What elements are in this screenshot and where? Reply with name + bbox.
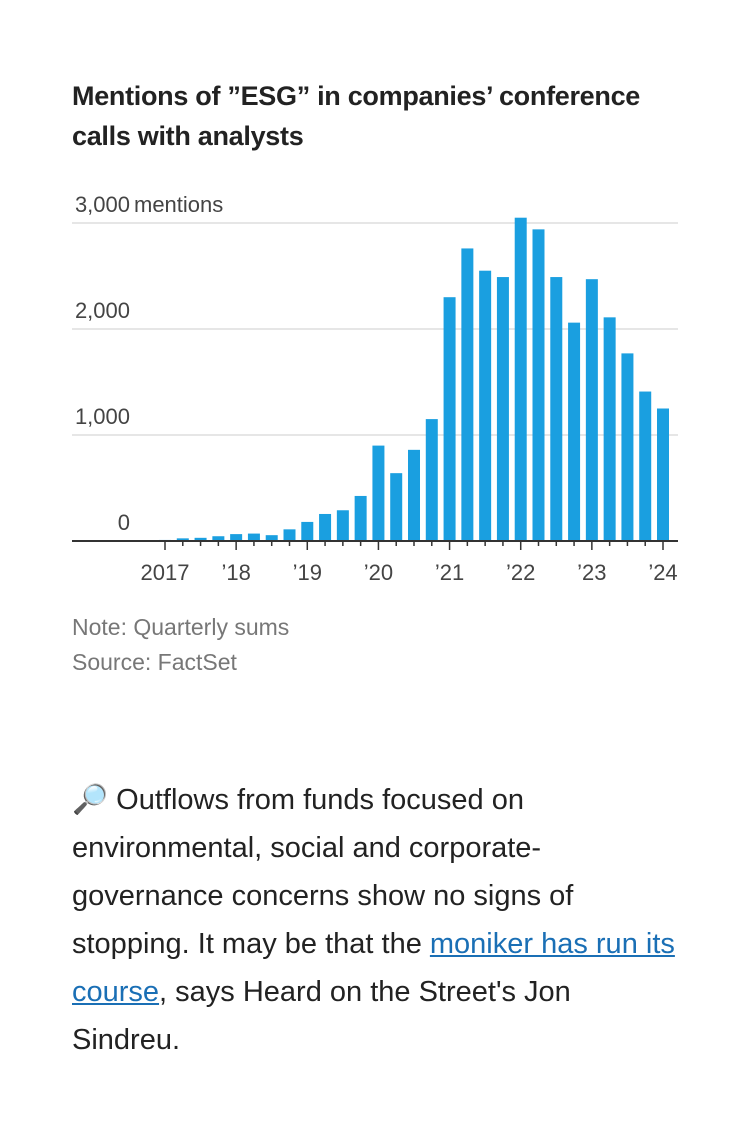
bar	[336, 510, 349, 541]
chart-title: Mentions of ”ESG” in companies’ conferen…	[72, 81, 641, 151]
bar	[247, 533, 260, 541]
x-tick-label: 2017	[141, 560, 190, 585]
y-tick-label: 0	[118, 510, 130, 535]
bar	[496, 277, 509, 541]
y-unit: mentions	[134, 192, 223, 217]
bar	[639, 391, 652, 541]
note: Note: Quarterly sums	[72, 614, 290, 640]
bar	[461, 248, 474, 541]
y-tick-label: 3,000	[75, 192, 130, 217]
text: 🔎 Outflows from funds focused on environ…	[72, 784, 574, 960]
x-tick-label: ’22	[506, 560, 535, 585]
bar	[568, 322, 581, 541]
x-tick-label: ’23	[577, 560, 606, 585]
x-tick-label: ’20	[364, 560, 393, 585]
x-tick-label: ’21	[435, 560, 464, 585]
chart: 0 1,000 2,000 3,000 mentions 2017 ’18 ’19 ’20 ’21…	[72, 192, 678, 585]
x-tick-label: ’18	[221, 560, 250, 585]
x-tick-label: ’24	[648, 560, 677, 585]
bar	[550, 277, 563, 541]
bar	[621, 353, 634, 541]
link[interactable]: moniker has run its course	[72, 928, 675, 1008]
bar	[212, 536, 225, 541]
bar	[425, 419, 438, 541]
bar	[408, 449, 420, 541]
bar	[603, 317, 616, 541]
bar	[283, 529, 296, 541]
y-tick-label: 1,000	[75, 404, 130, 429]
bar	[532, 229, 545, 542]
article-text: 🔎 Outflows from funds focused on environ…	[72, 776, 684, 1064]
bar	[514, 217, 527, 541]
bar	[354, 495, 367, 541]
bar	[390, 473, 403, 541]
bar	[585, 279, 598, 541]
source: Source: FactSet	[72, 649, 237, 675]
text: , says Heard on the Street's Jon Sindreu…	[72, 976, 571, 1056]
bar	[372, 445, 385, 541]
bar	[230, 534, 243, 541]
y-tick-label: 2,000	[75, 298, 130, 323]
bar	[301, 521, 314, 541]
bar	[176, 538, 189, 541]
bar	[443, 297, 456, 541]
bar	[479, 270, 492, 541]
bar	[265, 535, 278, 541]
bar	[194, 537, 207, 541]
x-tick-label: ’19	[293, 560, 322, 585]
bar	[319, 513, 332, 541]
bar	[657, 408, 669, 541]
